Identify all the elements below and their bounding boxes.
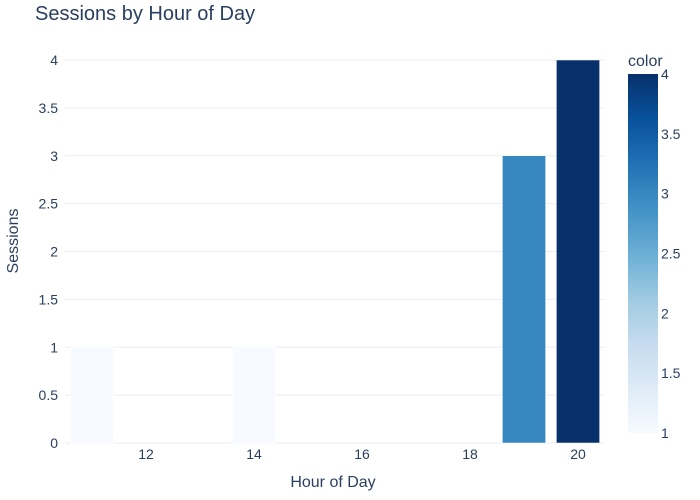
- colorbar-ticks: 1 1.5 2 2.5 3 3.5 4: [661, 66, 681, 441]
- colorbar-tick-label: 1.5: [661, 365, 681, 381]
- y-tick-label: 2: [50, 244, 58, 260]
- y-tick-label: 0: [50, 435, 58, 451]
- y-tick-label: 4: [50, 52, 58, 68]
- x-axis-ticks: 12 14 16 18 20: [138, 446, 586, 462]
- bar: [556, 59, 600, 444]
- bar: [502, 155, 546, 444]
- colorbar-gradient: [628, 74, 658, 433]
- x-tick-label: 20: [570, 446, 586, 462]
- x-tick-label: 16: [354, 446, 370, 462]
- x-tick-label: 12: [138, 446, 154, 462]
- colorbar-tick-label: 3.5: [661, 126, 681, 142]
- colorbar-tick-label: 2: [661, 305, 669, 321]
- bar: [70, 347, 114, 444]
- y-axis-ticks: 0 0.5 1 1.5 2 2.5 3 3.5 4: [39, 52, 59, 451]
- colorbar-title: color: [628, 53, 663, 70]
- gridlines: [65, 59, 605, 444]
- y-tick-label: 1.5: [39, 291, 59, 307]
- y-tick-label: 2.5: [39, 196, 59, 212]
- x-tick-label: 14: [246, 446, 262, 462]
- colorbar: color 1 1.5 2 2.5 3 3.5 4: [628, 53, 681, 441]
- colorbar-tick-label: 4: [661, 66, 669, 82]
- colorbar-tick-label: 1: [661, 425, 669, 441]
- y-tick-label: 0.5: [39, 387, 59, 403]
- x-axis-title: Hour of Day: [290, 474, 375, 491]
- colorbar-tick-label: 2.5: [661, 246, 681, 262]
- x-tick-label: 18: [462, 446, 478, 462]
- chart-title: Sessions by Hour of Day: [35, 3, 255, 25]
- y-tick-label: 3: [50, 148, 58, 164]
- y-tick-label: 3.5: [39, 100, 59, 116]
- bars: [70, 59, 600, 444]
- bar: [232, 347, 276, 444]
- colorbar-tick-label: 3: [661, 186, 669, 202]
- y-axis-title: Sessions: [5, 209, 22, 274]
- y-tick-label: 1: [50, 339, 58, 355]
